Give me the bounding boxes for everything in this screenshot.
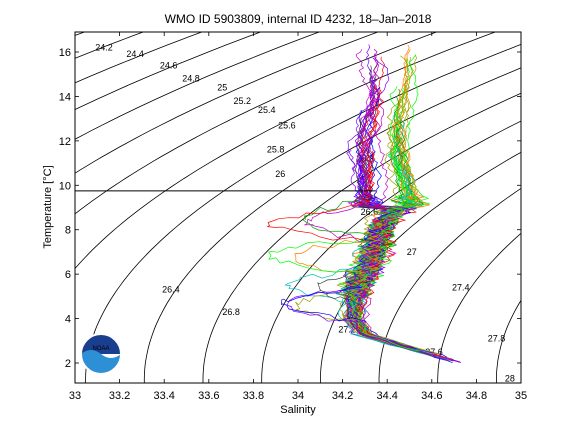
profile-line [284,268,368,304]
density-label: 25.4 [258,105,276,115]
x-tick-label: 33 [69,390,81,402]
profile-line [268,237,366,276]
x-axis-label: Salinity [280,404,316,416]
profile-line [357,54,430,330]
noaa-logo: NOAA [80,333,122,375]
chart-title: WMO ID 5903809, internal ID 4232, 18–Jan… [165,12,432,26]
svg-text:NOAA: NOAA [92,346,109,352]
density-contour-27.8 [495,299,521,383]
x-tick-label: 34.8 [466,390,487,402]
density-contour-25.6 [75,32,321,140]
profile-line [302,198,366,234]
density-contour-26.4 [85,43,521,383]
x-tick-label: 34.4 [376,390,397,402]
y-axis-ticks: 2 4 6 8 10 12 14 16 [59,47,521,370]
density-contour-27.6 [437,232,521,383]
profile-line [280,286,367,322]
y-tick-label: 10 [59,180,71,192]
profile-line [350,87,446,361]
x-tick-label: 34.6 [421,390,442,402]
density-label: 27.8 [488,334,506,344]
density-label: 24.4 [126,49,144,59]
y-tick-label: 12 [59,136,71,148]
y-tick-label: 6 [65,269,71,281]
profile-lines [267,44,462,364]
density-label: 24.6 [160,60,178,70]
density-label: 25.8 [267,145,285,155]
y-tick-label: 2 [65,358,71,370]
density-label: 25 [217,83,227,93]
x-axis-ticks: 33 33.2 33.4 33.6 33.8 34 34.2 34.4 34.6 34.8 35 [69,32,527,402]
density-contour-26.6 [143,67,521,383]
profile-line [295,287,367,326]
density-label: 27 [407,247,417,257]
density-contour-26.8 [202,92,521,383]
density-label: 27.4 [452,283,470,293]
density-contour-25.4 [75,32,262,111]
x-tick-label: 34 [292,390,304,402]
density-label: 26.8 [222,307,240,317]
density-label: 24.2 [95,43,113,53]
density-label: 27.2 [338,325,356,335]
density-label: 25.6 [278,120,296,130]
density-label: 27.6 [425,347,443,357]
profile-line [355,131,425,351]
x-tick-label: 33.8 [243,390,264,402]
profile-line [346,147,442,359]
y-tick-label: 16 [59,47,71,59]
density-contour-27.2 [319,151,521,383]
profile-line [350,44,437,358]
density-label: 24.8 [182,74,200,84]
density-label: 26.6 [361,207,379,217]
profile-line [348,145,420,352]
x-tick-label: 35 [515,390,527,402]
y-tick-label: 8 [65,225,71,237]
profile-line [267,202,368,242]
density-label: 25.2 [234,96,252,106]
x-tick-label: 33.2 [109,390,130,402]
density-contour-27.4 [378,187,521,383]
profile-line [349,116,433,355]
y-tick-label: 14 [59,91,71,103]
x-tick-label: 33.6 [198,390,219,402]
y-axis-label: Temperature [°C] [42,165,54,248]
density-label: 26 [275,169,285,179]
density-contour-25.8 [75,32,379,174]
density-label: 26.4 [162,285,180,295]
density-contour-labels: 24.224.424.624.82525.225.425.625.82626.2… [95,43,515,384]
profile-line [355,89,395,336]
density-contour-26 [75,32,438,215]
x-tick-label: 33.4 [153,390,174,402]
profile-line [317,269,367,305]
density-contour-25.2 [75,32,203,84]
x-tick-label: 34.2 [332,390,353,402]
density-label: 28 [505,374,515,384]
profile-line [303,200,367,243]
y-tick-label: 4 [65,314,71,326]
profile-line [352,157,411,348]
